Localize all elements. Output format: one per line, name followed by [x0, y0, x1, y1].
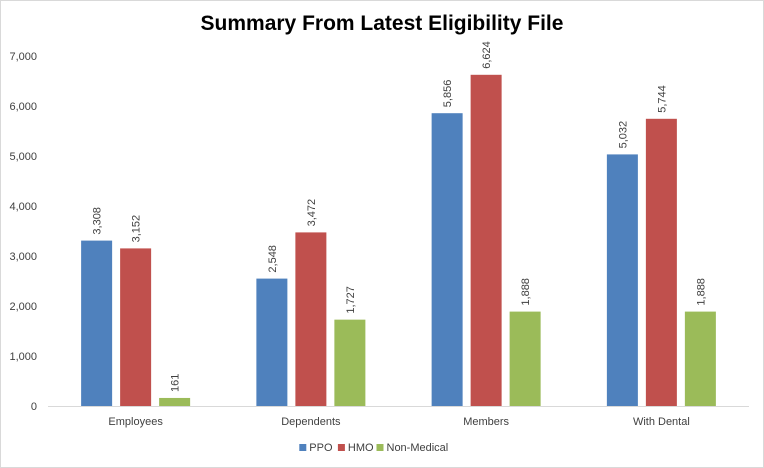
bar-non-medical — [159, 397, 191, 406]
data-label: 2,548 — [267, 245, 279, 273]
y-tick-label: 5,000 — [9, 151, 37, 163]
bar-non-medical — [509, 311, 541, 406]
bar-hmo — [295, 232, 327, 406]
bar-hmo — [645, 118, 677, 407]
bar-ppo — [81, 240, 113, 406]
labels-layer: 3,308 3,152 161 2,548 3,472 1,727 5,856 6,624 1,… — [92, 41, 708, 392]
data-label: 1,888 — [520, 278, 532, 306]
legend-swatch — [299, 444, 307, 451]
data-label: 161 — [170, 374, 182, 392]
data-label: 5,032 — [617, 121, 629, 149]
y-tick-label: 4,000 — [9, 201, 37, 213]
bars-layer — [81, 74, 716, 407]
bar-ppo — [431, 113, 463, 406]
data-label: 3,152 — [131, 215, 143, 243]
x-tick-label: Members — [463, 416, 509, 428]
bar-ppo — [606, 154, 638, 406]
axis-layer: 0 1,000 2,000 3,000 4,000 5,000 6,000 7,000 Empl… — [9, 51, 749, 428]
legend-swatch — [337, 444, 345, 451]
data-label: 5,744 — [656, 85, 668, 113]
y-tick-label: 1,000 — [9, 351, 37, 363]
legend: PPO HMO Non-Medical — [299, 442, 448, 454]
chart-title: Summary From Latest Eligibility File — [200, 12, 564, 35]
data-label: 1,727 — [345, 286, 357, 314]
bar-non-medical — [684, 311, 716, 406]
legend-swatch — [376, 444, 384, 451]
bar-hmo — [120, 248, 152, 406]
legend-label: HMO — [348, 442, 374, 454]
y-tick-label: 7,000 — [9, 51, 37, 63]
legend-label: PPO — [309, 442, 333, 454]
y-tick-label: 2,000 — [9, 301, 37, 313]
bar-ppo — [256, 278, 288, 406]
data-label: 5,856 — [442, 80, 454, 108]
y-tick-label: 0 — [31, 401, 37, 413]
x-tick-label: With Dental — [633, 416, 690, 428]
data-label: 1,888 — [695, 278, 707, 306]
bar-hmo — [470, 74, 502, 407]
data-label: 3,308 — [92, 207, 104, 235]
legend-label: Non-Medical — [387, 442, 449, 454]
x-tick-label: Employees — [108, 416, 163, 428]
bar-non-medical — [334, 319, 366, 406]
y-tick-label: 6,000 — [9, 101, 37, 113]
x-tick-label: Dependents — [281, 416, 341, 428]
data-label: 6,624 — [481, 41, 493, 69]
data-label: 3,472 — [306, 199, 318, 227]
y-tick-label: 3,000 — [9, 251, 37, 263]
